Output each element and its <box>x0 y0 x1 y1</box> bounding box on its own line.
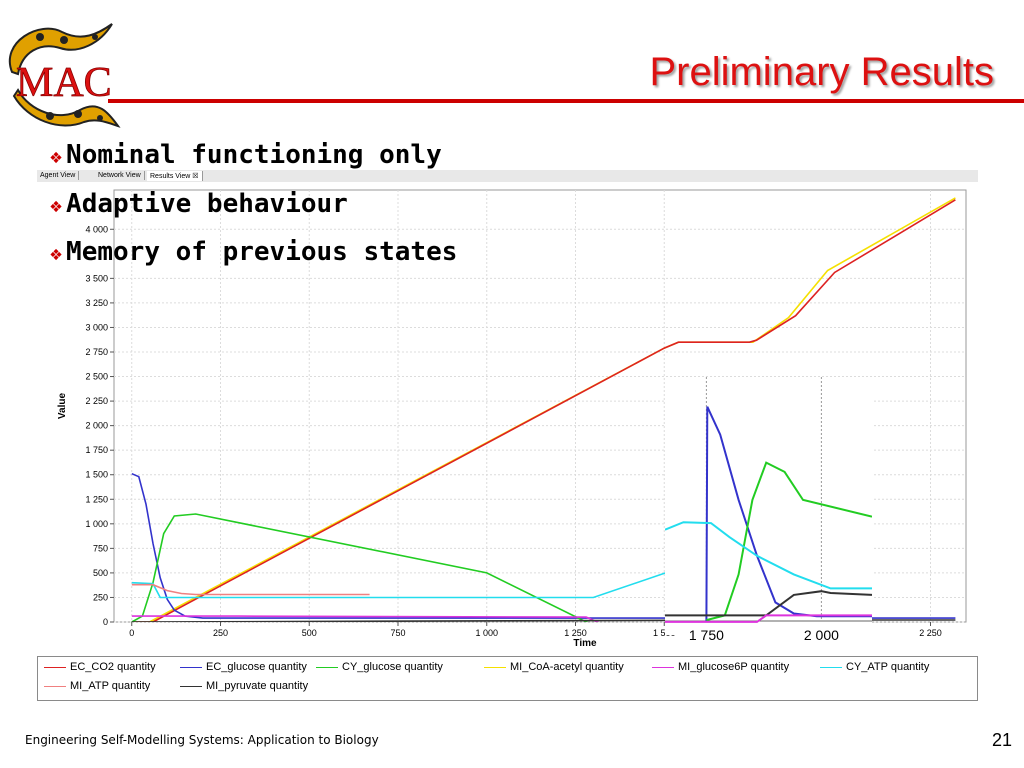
inset-series-line <box>665 614 872 623</box>
y-tick-label: 1 750 <box>85 445 108 455</box>
tab-network-view[interactable]: Network View <box>95 171 145 180</box>
y-tick-label: 2 250 <box>85 396 108 406</box>
legend-swatch <box>44 685 66 687</box>
legend-swatch <box>180 666 202 668</box>
legend-item: CY_ATP quantity <box>820 661 929 673</box>
legend-item: MI_pyruvate quantity <box>180 680 308 692</box>
x-tick-label: 1 000 <box>475 628 498 638</box>
legend-label: MI_ATP quantity <box>70 680 151 692</box>
bullet-text: Nominal functioning only <box>66 140 442 170</box>
results-chart: 0 250 500 750 1 000 1 250 1 500 1 750 2 000 2 250… <box>37 182 978 656</box>
y-tick-label: 2 750 <box>85 347 108 357</box>
legend-label: EC_CO2 quantity <box>70 661 156 673</box>
results-view-panel: Agent View Network View Results View ☒ 0… <box>37 170 978 703</box>
inset-x-tick-label: 2 000 <box>804 627 839 643</box>
y-tick-label: 1 500 <box>85 470 108 480</box>
y-tick-label: 2 000 <box>85 421 108 431</box>
diamond-bullet-icon: ❖ <box>50 193 63 217</box>
legend-item: EC_glucose quantity <box>180 661 307 673</box>
y-tick-label: 1 250 <box>85 494 108 504</box>
tab-agent-view[interactable]: Agent View <box>37 171 80 180</box>
x-tick-label: 1 250 <box>564 628 587 638</box>
chart-legend: EC_CO2 quantity EC_glucose quantity CY_glu… <box>37 656 978 701</box>
y-tick-label: 2 500 <box>85 372 108 382</box>
legend-label: MI_glucose6P quantity <box>678 661 790 673</box>
y-tick-label: 500 <box>93 568 108 578</box>
x-axis-label: Time <box>573 638 597 649</box>
x-tick-label: 250 <box>213 628 228 638</box>
x-tick-label: 2 250 <box>919 628 942 638</box>
y-tick-label: 3 500 <box>85 273 108 283</box>
legend-swatch <box>484 666 506 668</box>
bullet-item: ❖ Adaptive behaviour <box>50 189 348 219</box>
x-tick-label: 1 500 <box>653 628 676 638</box>
title-divider <box>108 99 1024 103</box>
page-number: 21 <box>991 730 1012 750</box>
tab-results-view[interactable]: Results View ☒ <box>147 171 203 181</box>
y-tick-label: 1 000 <box>85 519 108 529</box>
legend-label: CY_ATP quantity <box>846 661 930 673</box>
legend-item: CY_glucose quantity <box>316 661 443 673</box>
close-icon[interactable]: ☒ <box>192 173 199 180</box>
y-tick-label: 0 <box>103 617 108 627</box>
x-tick-label: 0 <box>129 628 134 638</box>
x-tick-label: 750 <box>390 628 405 638</box>
legend-swatch <box>316 666 338 668</box>
legend-item: MI_glucose6P quantity <box>652 661 789 673</box>
inset-series-line <box>706 461 872 622</box>
logo-text: MAC <box>16 60 112 106</box>
y-tick-label: 3 250 <box>85 298 108 308</box>
diamond-bullet-icon: ❖ <box>50 241 63 265</box>
series-line <box>131 615 600 622</box>
series-line <box>131 199 956 622</box>
mac-logo: MAC <box>8 23 121 128</box>
legend-item: MI_CoA-acetyl quantity <box>484 661 624 673</box>
bullet-text: Memory of previous states <box>66 237 458 267</box>
x-tick-label: 500 <box>302 628 317 638</box>
tab-results-label: Results View <box>150 173 191 180</box>
zoom-inset <box>665 377 872 635</box>
salamander-icon <box>8 23 121 128</box>
bullet-text: Adaptive behaviour <box>66 189 348 219</box>
legend-label: MI_pyruvate quantity <box>206 680 309 692</box>
legend-item: MI_ATP quantity <box>44 680 150 692</box>
legend-label: CY_glucose quantity <box>342 661 443 673</box>
legend-swatch <box>180 685 202 687</box>
series-line <box>131 583 370 596</box>
legend-label: MI_CoA-acetyl quantity <box>510 661 624 673</box>
y-tick-label: 750 <box>93 543 108 553</box>
series-line <box>131 472 956 619</box>
legend-swatch <box>820 666 842 668</box>
legend-swatch <box>44 666 66 668</box>
diamond-bullet-icon: ❖ <box>50 144 63 168</box>
y-tick-label: 4 000 <box>85 224 108 234</box>
legend-item: EC_CO2 quantity <box>44 661 156 673</box>
inset-series-line <box>665 521 872 590</box>
bullet-item: ❖ Nominal functioning only <box>50 140 442 170</box>
slide-title: Preliminary Results <box>649 50 994 94</box>
bullet-item: ❖ Memory of previous states <box>50 237 457 267</box>
legend-swatch <box>652 666 674 668</box>
y-tick-label: 250 <box>93 592 108 602</box>
series-line <box>131 513 589 622</box>
y-tick-label: 3 000 <box>85 322 108 332</box>
legend-label: EC_glucose quantity <box>206 661 307 673</box>
inset-x-tick-label: 1 750 <box>689 627 724 643</box>
inset-series-line <box>665 590 872 617</box>
slide-footer: Engineering Self-Modelling Systems: Appl… <box>25 733 379 747</box>
y-axis-label: Value <box>57 393 68 420</box>
